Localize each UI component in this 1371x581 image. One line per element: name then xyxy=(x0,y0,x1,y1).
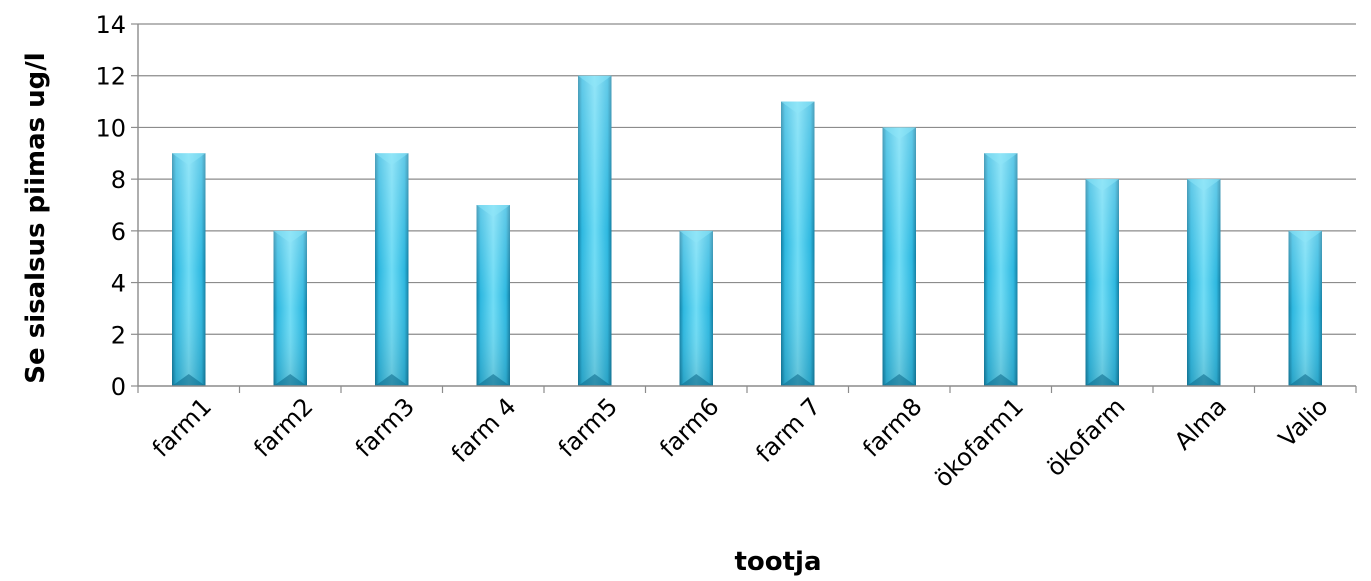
bar-bevel-bottom xyxy=(781,374,815,386)
bar xyxy=(172,153,206,386)
bar xyxy=(375,153,409,386)
y-tick-label: 14 xyxy=(95,11,126,39)
bar xyxy=(578,75,612,386)
y-axis-title: Se sisalsus piimas ug/l xyxy=(21,52,51,383)
bar-shade xyxy=(1187,179,1221,386)
x-tick-label: farm 7 xyxy=(750,392,826,468)
x-tick-label: farm5 xyxy=(553,392,623,462)
bars xyxy=(172,75,1322,387)
bar xyxy=(679,230,713,386)
bar-shade xyxy=(1085,179,1119,386)
bar-bevel-bottom xyxy=(1288,374,1322,386)
bar xyxy=(476,205,510,386)
bar-bevel-top xyxy=(375,153,409,166)
x-axis-title: tootja xyxy=(734,547,821,577)
bar-bevel-top xyxy=(984,153,1018,166)
x-tick-label: ökofarm xyxy=(1041,392,1130,481)
x-tick-label: Valio xyxy=(1273,392,1333,452)
bar-shade xyxy=(375,153,409,386)
bar-bevel-bottom xyxy=(882,374,916,386)
bar-shade xyxy=(679,230,713,386)
y-tick-label: 0 xyxy=(111,373,126,401)
bar-shade xyxy=(1288,230,1322,386)
bar-bevel-bottom xyxy=(1085,374,1119,386)
bar-bevel-bottom xyxy=(375,374,409,386)
gridlines xyxy=(138,23,1356,335)
bar-shade xyxy=(476,205,510,386)
bar-bevel-bottom xyxy=(578,374,612,386)
x-tick-label: ökofarm1 xyxy=(929,392,1029,492)
bar-bevel-bottom xyxy=(984,374,1018,386)
bar-shade xyxy=(984,153,1018,386)
y-tick-label: 8 xyxy=(111,166,126,194)
bar-shade xyxy=(578,75,612,386)
bar-shade xyxy=(172,153,206,386)
x-tick-label: farm8 xyxy=(857,392,927,462)
bar-bevel-top xyxy=(679,230,713,243)
x-tick-label: farm3 xyxy=(350,392,420,462)
y-tick-label: 2 xyxy=(111,321,126,349)
bar-bevel-bottom xyxy=(679,374,713,386)
bar xyxy=(273,230,307,386)
bar-bevel-top xyxy=(1288,230,1322,243)
x-tick-label: farm6 xyxy=(654,392,724,462)
y-tick-label: 4 xyxy=(111,270,126,298)
x-tick-label: farm 4 xyxy=(446,392,522,468)
bar xyxy=(1085,179,1119,386)
axes xyxy=(131,23,1357,393)
bar-shade xyxy=(781,101,815,387)
bar-shade xyxy=(273,230,307,386)
bar xyxy=(781,101,815,387)
bar-bevel-bottom xyxy=(476,374,510,386)
y-tick-label: 12 xyxy=(95,63,126,91)
bar-bevel-bottom xyxy=(172,374,206,386)
bar xyxy=(1288,230,1322,386)
x-tick-label: farm2 xyxy=(248,392,318,462)
bar-bevel-bottom xyxy=(1187,374,1221,386)
bar-bevel-top xyxy=(578,75,612,88)
y-tick-label: 6 xyxy=(111,218,126,246)
bar-bevel-top xyxy=(476,205,510,217)
x-tick-label: Alma xyxy=(1169,392,1232,455)
bar xyxy=(984,153,1018,386)
bar-bevel-bottom xyxy=(273,374,307,386)
y-tick-label: 10 xyxy=(95,114,126,142)
x-tick-label: farm1 xyxy=(147,392,217,462)
bar xyxy=(882,127,916,386)
bar-shade xyxy=(882,127,916,386)
bar xyxy=(1187,179,1221,386)
bar-bevel-top xyxy=(882,127,916,140)
bar-bevel-top xyxy=(273,230,307,243)
bar-bevel-top xyxy=(1187,179,1221,192)
bar-bevel-top xyxy=(1085,179,1119,192)
bar-bevel-top xyxy=(172,153,206,166)
bar-bevel-top xyxy=(781,101,815,114)
